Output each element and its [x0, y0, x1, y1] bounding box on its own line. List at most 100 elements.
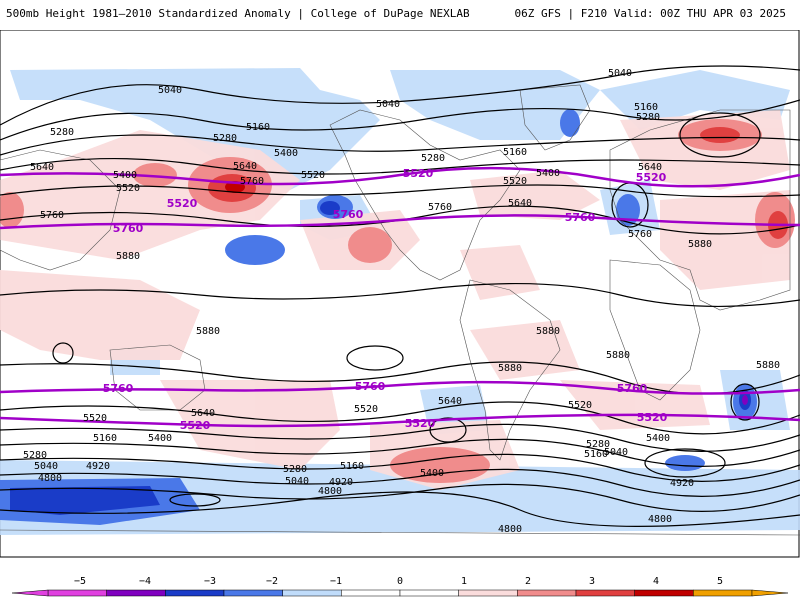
contour-label-highlight: 5760 [103, 382, 134, 395]
contour-label: 5520 [116, 183, 140, 194]
contour-label: 5280 [50, 127, 74, 138]
highlight-contours [0, 166, 800, 428]
colorbar-segment [634, 589, 694, 597]
colorbar-tick: 4 [653, 576, 659, 587]
contour-label: 5280 [23, 450, 47, 461]
contour-label-highlight: 5760 [355, 380, 386, 393]
contour-label: 5040 [158, 85, 182, 96]
contour-label: 5880 [196, 326, 220, 337]
colorbar-tick: 3 [589, 576, 595, 587]
contour-label: 5160 [340, 461, 364, 472]
contour-label: 5760 [628, 229, 652, 240]
contour-label: 5280 [213, 133, 237, 144]
coastlines [0, 84, 800, 536]
colorbar-segment [693, 589, 753, 597]
contour-label: 5520 [568, 400, 592, 411]
colorbar-segment [282, 589, 342, 597]
contour-label-highlight: 5520 [637, 411, 668, 424]
colorbar-tick: 1 [461, 576, 467, 587]
contour-label: 5760 [40, 210, 64, 221]
contour-label: 5880 [536, 326, 560, 337]
colorbar-segment [517, 589, 577, 597]
contour-label: 5520 [354, 404, 378, 415]
colorbar-tick-labels: −5 −4 −3 −2 −1 0 1 2 3 4 5 [74, 576, 723, 587]
contour-label: 4920 [86, 461, 110, 472]
contour-label: 4920 [329, 477, 353, 488]
colorbar-tick: 2 [525, 576, 531, 587]
colorbar-segment [165, 589, 225, 597]
contour-label: 5880 [688, 239, 712, 250]
colorbar-segment [47, 589, 107, 597]
contour-label: 5280 [586, 439, 610, 450]
anomaly-map: 5040 5040 5040 5160 5160 5160 5280 5280 … [0, 30, 800, 558]
colorbar-tick: −2 [266, 576, 278, 587]
colorbar-extend-low [11, 589, 49, 597]
contour-label-highlight: 5760 [565, 211, 596, 224]
contour-label: 5520 [301, 170, 325, 181]
colorbar-tick: −1 [330, 576, 342, 587]
contour-label-highlight: 5760 [113, 222, 144, 235]
anomaly-fill-neg4 [742, 395, 748, 405]
contour-label: 5160 [584, 449, 608, 460]
contour-label: 4920 [670, 478, 694, 489]
contour-label: 5880 [606, 350, 630, 361]
anomaly-colorbar: −5 −4 −3 −2 −1 0 1 2 3 4 5 [0, 568, 800, 600]
contour-label: 5280 [636, 112, 660, 123]
contour-label: 5760 [428, 202, 452, 213]
colorbar-segment [399, 589, 459, 597]
contour-label: 5400 [148, 433, 172, 444]
contour-label-highlight: 5520 [405, 417, 436, 430]
colorbar-segment [106, 589, 166, 597]
contour-label: 5400 [646, 433, 670, 444]
contour-label: 5160 [93, 433, 117, 444]
model-run-info: 06Z GFS | F210 Valid: 00Z THU APR 03 202… [514, 7, 786, 20]
contour-label: 5640 [438, 396, 462, 407]
colorbar-segment [458, 589, 518, 597]
contour-label: 5640 [508, 198, 532, 209]
colorbar-tick: 0 [397, 576, 403, 587]
colorbar-tick: −4 [139, 576, 151, 587]
colorbar-segments [11, 589, 789, 597]
contour-label-highlight: 5520 [180, 419, 211, 432]
colorbar-tick: −3 [204, 576, 216, 587]
contour-label: 5880 [116, 251, 140, 262]
contour-label: 5160 [634, 102, 658, 113]
colorbar-extend-high [751, 589, 789, 597]
contour-label: 5400 [536, 168, 560, 179]
contour-label-highlight: 5520 [167, 197, 198, 210]
contour-label-highlight: 5520 [403, 167, 434, 180]
colorbar-segment [341, 589, 401, 597]
contour-label-highlight: 5760 [333, 208, 364, 221]
contour-label: 5040 [376, 99, 400, 110]
contour-label: 5400 [113, 170, 137, 181]
contour-label: 5640 [30, 162, 54, 173]
contour-label: 5280 [421, 153, 445, 164]
contour-label: 4800 [498, 524, 522, 535]
contour-label: 5040 [608, 68, 632, 79]
contour-label: 4800 [648, 514, 672, 525]
contour-label: 5280 [283, 464, 307, 475]
contour-label: 5400 [420, 468, 444, 479]
contour-label: 5640 [233, 161, 257, 172]
colorbar-tick: 5 [717, 576, 723, 587]
contour-label: 5520 [83, 413, 107, 424]
contour-label: 5160 [246, 122, 270, 133]
contour-label: 5520 [503, 176, 527, 187]
colorbar-segment [575, 589, 635, 597]
contour-label: 5880 [498, 363, 522, 374]
contour-label: 4800 [38, 473, 62, 484]
contour-labels: 5040 5040 5040 5160 5160 5160 5280 5280 … [23, 68, 780, 535]
map-title: 500mb Height 1981–2010 Standardized Anom… [6, 7, 470, 20]
contour-label-highlight: 5760 [617, 382, 648, 395]
height-contours [0, 65, 800, 527]
contour-label: 5040 [285, 476, 309, 487]
colorbar-segment [223, 589, 283, 597]
chart-header: 500mb Height 1981–2010 Standardized Anom… [0, 0, 800, 30]
contour-label: 5640 [191, 408, 215, 419]
contour-label: 5640 [638, 162, 662, 173]
contour-label: 5040 [604, 447, 628, 458]
colorbar-tick: −5 [74, 576, 86, 587]
contour-label: 5880 [756, 360, 780, 371]
contour-label: 5760 [240, 176, 264, 187]
contour-label: 5040 [34, 461, 58, 472]
